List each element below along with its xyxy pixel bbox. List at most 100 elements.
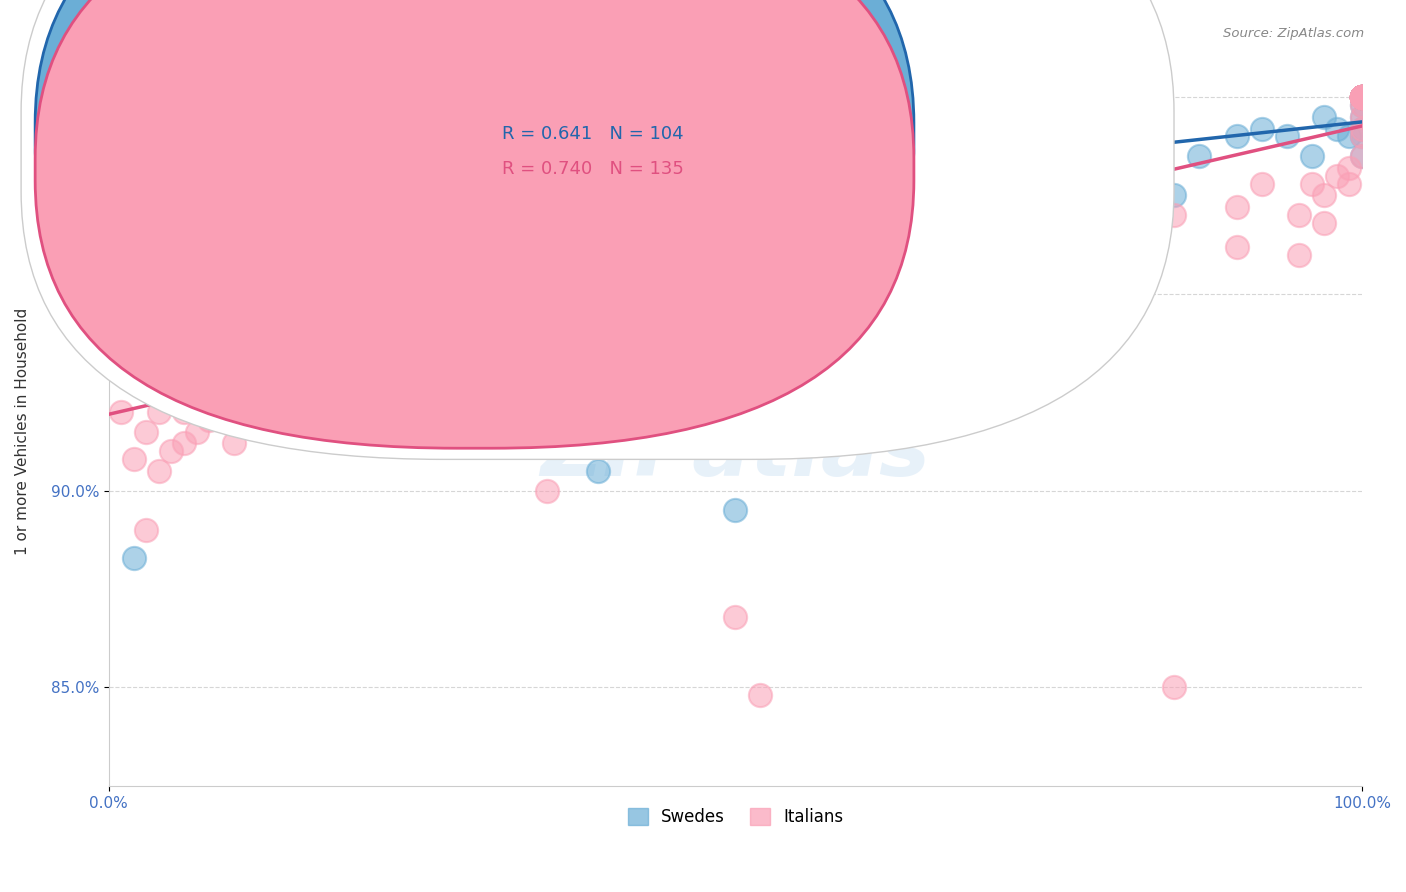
Point <box>1351 90 1374 104</box>
Point <box>1351 90 1374 104</box>
Point <box>160 188 183 202</box>
Point <box>724 609 747 624</box>
Point <box>198 413 221 427</box>
Point <box>1099 149 1122 163</box>
Point <box>173 216 195 230</box>
Point <box>385 318 408 333</box>
Point <box>110 247 132 261</box>
Point <box>1351 90 1374 104</box>
Point <box>912 247 935 261</box>
Point <box>1351 90 1374 104</box>
Point <box>1351 90 1374 104</box>
Point <box>548 240 571 254</box>
Point <box>160 385 183 400</box>
Point <box>449 255 471 269</box>
Point <box>273 208 295 222</box>
Y-axis label: 1 or more Vehicles in Household: 1 or more Vehicles in Household <box>15 308 30 555</box>
Point <box>1339 161 1361 175</box>
Point <box>912 227 935 242</box>
Point <box>361 200 384 214</box>
Point <box>1351 90 1374 104</box>
Point <box>323 200 346 214</box>
Point <box>122 550 145 565</box>
Point <box>1351 90 1374 104</box>
Point <box>298 216 321 230</box>
Point <box>1351 110 1374 124</box>
Point <box>1099 200 1122 214</box>
Point <box>349 208 371 222</box>
Legend: Swedes, Italians: Swedes, Italians <box>619 799 852 834</box>
Point <box>1301 149 1323 163</box>
Point <box>1351 90 1374 104</box>
Point <box>1351 90 1374 104</box>
Point <box>411 216 433 230</box>
Point <box>1351 90 1374 104</box>
Point <box>398 267 420 281</box>
Point <box>1351 90 1374 104</box>
Point <box>1038 188 1060 202</box>
Point <box>699 227 721 242</box>
Point <box>211 405 233 419</box>
Point <box>373 188 395 202</box>
Point <box>949 216 972 230</box>
Point <box>273 326 295 341</box>
Point <box>148 405 170 419</box>
Point <box>135 523 157 537</box>
Point <box>1351 90 1374 104</box>
Point <box>811 227 834 242</box>
Point <box>1351 90 1374 104</box>
Point <box>198 247 221 261</box>
Point <box>273 169 295 183</box>
Point <box>224 385 246 400</box>
Point <box>1351 90 1374 104</box>
Point <box>1351 90 1374 104</box>
Point <box>1063 121 1085 136</box>
Point <box>499 267 522 281</box>
Point <box>1351 90 1374 104</box>
Point <box>1226 240 1249 254</box>
Point <box>1351 90 1374 104</box>
Point <box>398 294 420 309</box>
Point <box>637 149 659 163</box>
Point <box>260 227 283 242</box>
Point <box>1163 681 1185 695</box>
Point <box>849 188 872 202</box>
Point <box>211 216 233 230</box>
Point <box>224 188 246 202</box>
Point <box>1351 90 1374 104</box>
Point <box>298 358 321 372</box>
Point <box>1339 177 1361 191</box>
Point <box>1351 90 1374 104</box>
Point <box>499 208 522 222</box>
Point <box>361 318 384 333</box>
Point <box>285 374 308 388</box>
Point <box>1351 90 1374 104</box>
Point <box>1288 208 1310 222</box>
Point <box>724 503 747 517</box>
Point <box>875 208 897 222</box>
Point <box>148 464 170 478</box>
Point <box>224 436 246 450</box>
Point <box>436 286 458 301</box>
Point <box>423 200 446 214</box>
Point <box>536 200 558 214</box>
Point <box>235 216 257 230</box>
Point <box>574 267 596 281</box>
Point <box>1339 129 1361 144</box>
Point <box>122 366 145 380</box>
Point <box>1351 90 1374 104</box>
Point <box>561 216 583 230</box>
Point <box>1250 121 1272 136</box>
Point <box>311 208 333 222</box>
Point <box>673 247 696 261</box>
Point <box>1313 188 1336 202</box>
Point <box>1137 169 1160 183</box>
Point <box>1351 90 1374 104</box>
Point <box>311 188 333 202</box>
Point <box>1351 90 1374 104</box>
Point <box>1313 110 1336 124</box>
Point <box>574 149 596 163</box>
Point <box>1351 90 1374 104</box>
Point <box>349 334 371 348</box>
Point <box>436 208 458 222</box>
